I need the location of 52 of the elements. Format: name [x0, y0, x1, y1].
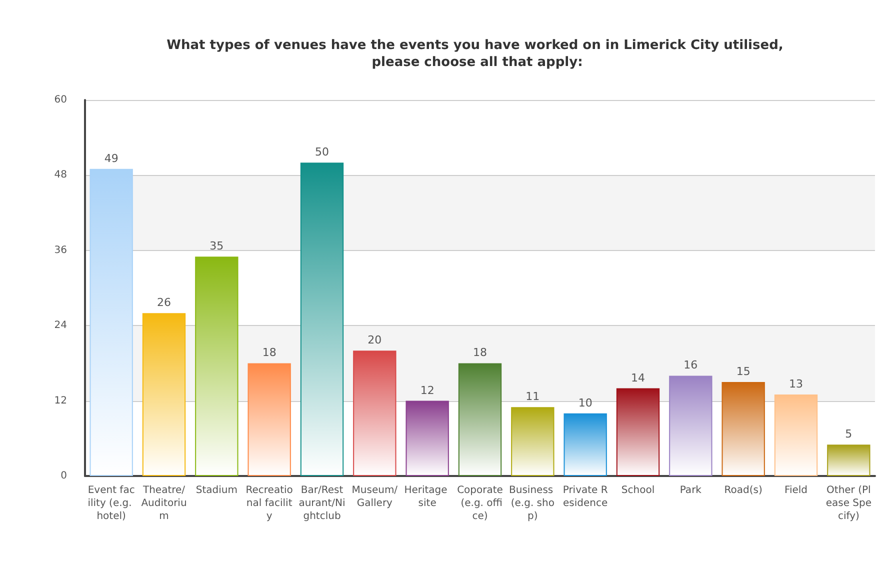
data-label: 16	[684, 358, 698, 372]
data-label: 11	[526, 390, 540, 404]
bar	[827, 444, 870, 476]
data-label: 20	[368, 334, 382, 347]
y-tick-label: 24	[54, 320, 67, 332]
data-label: 14	[631, 371, 645, 384]
data-label: 5	[845, 428, 852, 441]
x-tick-label: Park	[680, 485, 702, 496]
x-tick-label: School	[621, 485, 655, 496]
x-tick-label: Coporate (e.g. office)	[457, 485, 503, 522]
x-tick-label: Heritage site	[404, 485, 450, 509]
data-label: 49	[104, 152, 118, 165]
y-tick-label: 48	[54, 170, 67, 181]
bar	[722, 382, 765, 476]
x-tick-label: Field	[784, 485, 808, 496]
x-tick-label: Museum/Gallery	[352, 485, 398, 509]
data-label: 15	[736, 365, 750, 378]
x-tick-label: Other (Please Specify)	[826, 485, 872, 522]
bar	[564, 413, 607, 476]
data-label: 12	[420, 384, 434, 397]
y-tick-label: 36	[54, 244, 67, 256]
y-tick-label: 12	[54, 395, 67, 406]
bar	[774, 394, 818, 476]
data-label: 18	[473, 346, 487, 360]
bar	[458, 363, 502, 476]
bar	[511, 407, 554, 476]
data-label: 13	[789, 378, 803, 391]
chart-title: What types of venues have the events you have worked on in Limerick City utilised, please choose all that apply:	[166, 38, 784, 70]
x-tick-label: Stadium	[196, 485, 238, 496]
bar	[195, 256, 238, 476]
data-label: 50	[315, 146, 329, 159]
bar	[406, 400, 449, 476]
bar	[300, 162, 344, 476]
x-tick-label: Private Residence	[562, 485, 608, 509]
x-tick-label: Road(s)	[724, 485, 762, 496]
bar	[90, 168, 133, 476]
bar	[669, 376, 712, 476]
data-label: 26	[157, 296, 171, 310]
data-label: 18	[262, 346, 276, 360]
bar	[616, 388, 660, 476]
bar	[353, 350, 396, 476]
y-tick-label: 0	[60, 470, 67, 482]
x-tick-label: Business (e.g. shop)	[509, 485, 556, 522]
x-tick-label: Bar/Restaurant/Nightclub	[298, 485, 346, 522]
data-label: 35	[210, 240, 224, 253]
bar	[142, 313, 186, 476]
x-tick-label: Event facility (e.g. hotel)	[88, 485, 135, 522]
x-tick-label: Recreational facility	[246, 485, 293, 522]
bar	[248, 363, 291, 476]
x-tick-label: Theatre/Auditorium	[141, 485, 187, 522]
data-label: 10	[578, 396, 592, 410]
y-tick-label: 60	[54, 94, 67, 106]
